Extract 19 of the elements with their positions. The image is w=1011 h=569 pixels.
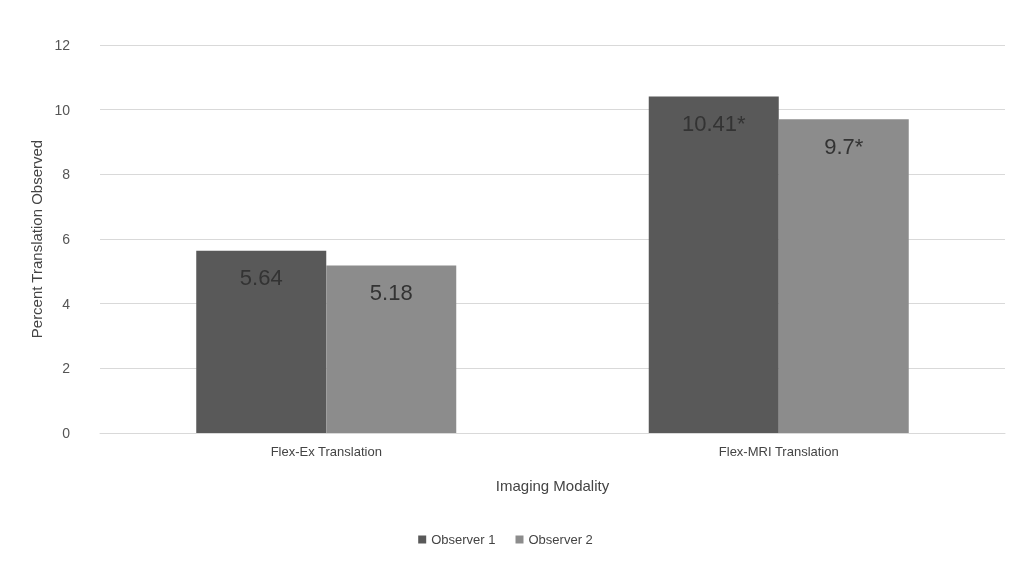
- y-tick-label: 2: [62, 360, 71, 377]
- y-tick-label: 0: [62, 425, 71, 441]
- legend-label: Observer 2: [528, 532, 593, 547]
- bar: [648, 96, 779, 433]
- data-label: 5.18: [369, 280, 413, 306]
- legend-label: Observer 1: [431, 532, 496, 547]
- x-axis-title: Imaging Modality: [495, 477, 610, 494]
- bar: [326, 265, 457, 433]
- y-axis-title: Percent Translation Observed: [27, 139, 45, 339]
- x-tick-label: Flex-Ex Translation: [270, 444, 382, 459]
- bar: [196, 250, 327, 433]
- y-tick-label: 10: [54, 101, 71, 118]
- bar: [778, 119, 909, 433]
- y-tick-label: 4: [62, 295, 71, 312]
- x-tick-label: Flex-MRI Translation: [718, 444, 839, 459]
- y-tick-label: 6: [62, 231, 71, 247]
- data-label: 9.7*: [824, 133, 864, 159]
- y-tick-label: 8: [62, 166, 71, 183]
- y-tick-label: 12: [54, 37, 71, 53]
